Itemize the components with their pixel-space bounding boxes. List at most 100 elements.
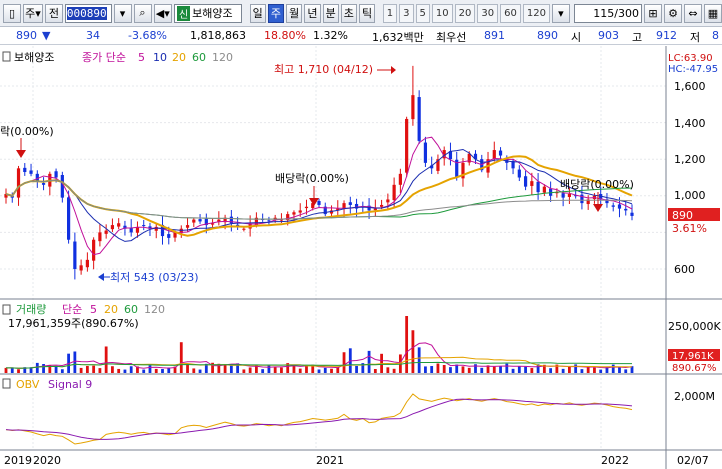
panel-toggle-icon[interactable] [2,378,11,389]
candle-body [4,193,8,198]
candle-body [574,195,578,197]
volume-bar [605,366,609,373]
candle-body [473,153,478,160]
candle-body [380,204,384,207]
volume-bar [48,365,52,373]
panel-toggle-icon[interactable] [2,304,11,315]
volume-tick: 250,000K [668,320,721,333]
interval-5[interactable]: 5 [415,3,430,23]
last-price: 890 [672,209,693,222]
candle-body [135,226,140,233]
market-select[interactable]: 주 ▾ [23,3,43,23]
period-minute[interactable]: 분 [322,3,339,23]
period-tick[interactable]: 틱 [358,3,376,23]
ma-label: 종가 단순 [82,51,126,64]
stock-name-box[interactable]: 신 보해양조 [173,3,243,23]
candle-body [79,265,83,271]
settings-icon[interactable]: ⚙ [664,3,682,23]
interval-1[interactable]: 1 [382,3,398,23]
stock-code-input[interactable]: 000890 [64,3,112,23]
volume-bar [161,368,164,373]
volume-bar [60,369,64,373]
sound-icon[interactable]: ◀▾ [153,3,172,23]
open-value: 903 [598,29,619,42]
period-year[interactable]: 년 [304,3,321,23]
quote-turnover: 1.32% [313,29,348,42]
obv-signal-label: Signal 9 [48,378,92,391]
candle-body [323,206,327,215]
candle-body [398,173,402,185]
volume-ma60-line [6,361,632,369]
interval-20[interactable]: 20 [454,3,476,23]
candle-body [242,228,246,230]
candle-body [605,199,609,204]
candle-body [154,226,158,231]
obv-label: OBV [16,378,40,391]
low-label: 저 [690,31,701,44]
candle-body [617,204,622,209]
period-day[interactable]: 일 [249,3,266,23]
bar-count-input[interactable]: 115/300 [573,3,642,23]
volume-bar [549,368,553,373]
volume-bar [455,364,459,373]
ma120-line [5,179,633,220]
obv-lines [5,393,633,445]
period-month[interactable]: 월 [286,3,303,23]
settings-dropdown-icon[interactable]: ▾ [551,3,570,23]
volume-bar [574,364,578,373]
quote-change-pct: -3.68% [128,29,167,42]
price-tick: 1,400 [674,117,706,130]
candle-body [160,224,165,237]
candle-body [142,225,146,227]
volume-bar [411,330,415,373]
volume-bar [229,365,233,373]
panel-toggle-icon[interactable] [2,51,11,62]
candle-body [511,160,515,169]
period-second[interactable]: 초 [340,3,357,23]
interval-60[interactable]: 60 [500,3,521,23]
candle-body [505,158,509,163]
candle-body [580,194,584,204]
zoom-icon[interactable]: ⇔ [684,3,702,23]
search-icon[interactable]: ⌕ [133,3,152,23]
candle-body [67,197,71,240]
volume-bar [186,363,189,373]
candle-body [523,176,528,187]
ma20-label: 20 [172,51,186,64]
interval-10[interactable]: 10 [431,3,453,23]
candle-body [417,97,421,141]
candle-body [423,142,428,163]
layout-icon[interactable]: ▦ [704,3,722,23]
volume-bar [311,364,315,373]
candle-body [567,193,571,197]
stock-chart[interactable]: 보해양조 종가 단순 5 10 20 60 120 LC:63.90 HC:-4… [0,46,722,469]
volume-bar [292,365,296,373]
quote-price: 890 [16,29,37,42]
candle-body [110,225,115,230]
candle-body [336,208,340,211]
candle-body [498,150,503,156]
open-label: 시 [571,31,582,44]
volume-bar [273,367,277,373]
add-bar-icon[interactable]: ⊞ [644,3,662,23]
candle-body [405,118,409,173]
down-arrow-icon: ▼ [42,29,51,42]
ma60-label: 60 [192,51,206,64]
candle-body [367,205,371,211]
volume-bar [461,366,465,373]
volume-bar [148,365,152,373]
volume-bar [618,367,621,373]
interval-30[interactable]: 30 [477,3,499,23]
chart-menu-icon[interactable]: ▯ [3,3,21,23]
code-dropdown-icon[interactable]: ▾ [113,3,132,23]
market-label: 주 [25,7,36,20]
x-date-tag: 02/07 [677,454,709,467]
period-week[interactable]: 주 [267,3,285,23]
candle-body [92,239,96,261]
interval-120[interactable]: 120 [522,3,550,23]
candle-body [229,216,233,224]
volume-bar [430,366,434,373]
interval-3[interactable]: 3 [399,3,414,23]
prefix-button[interactable]: 전 [44,3,63,23]
price-panel-name: 보해양조 [14,50,54,64]
